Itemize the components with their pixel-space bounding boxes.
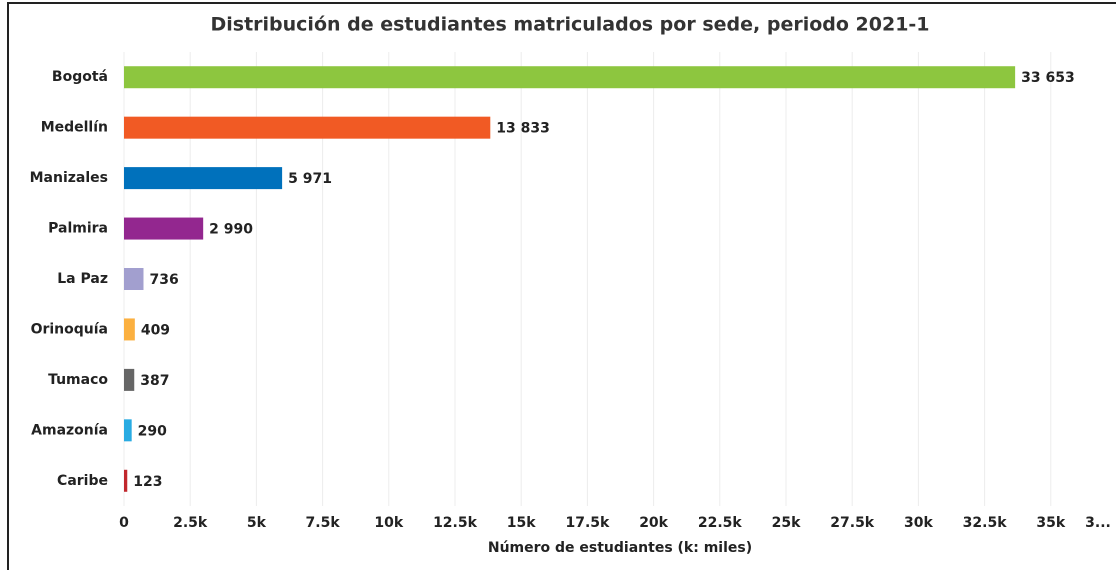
bar [124,419,132,442]
x-tick-label: 32.5k [963,515,1008,531]
data-label: 387 [140,373,169,389]
y-tick-label: Tumaco [48,372,108,388]
x-tick-label: 22.5k [698,515,743,531]
x-tick-label: 3... [1085,515,1111,531]
y-tick-label: Orinoquía [31,321,108,337]
x-tick-label: 5k [247,515,267,531]
bar [124,469,128,492]
y-tick-label: Palmira [48,221,108,237]
data-label: 736 [149,272,178,288]
bar [124,217,204,240]
x-tick-label: 15k [507,515,536,531]
bar [124,318,135,341]
y-tick-label: Manizales [30,170,108,186]
y-tick-label: Bogotá [52,69,108,85]
x-tick-label: 20k [639,515,668,531]
bar [124,268,144,290]
bar [124,116,491,139]
y-tick-label: Caribe [57,473,108,489]
x-tick-label: 25k [772,515,801,531]
x-tick-label: 12.5k [433,515,478,531]
data-label: 2 990 [209,222,253,238]
x-tick-label: 27.5k [830,515,875,531]
data-label: 33 653 [1021,70,1075,86]
x-tick-label: 2.5k [173,515,208,531]
data-label: 409 [141,322,170,338]
data-label: 290 [138,423,167,439]
data-label: 13 833 [496,121,550,137]
x-tick-label: 0 [119,515,129,531]
data-label: 5 971 [288,171,332,187]
x-axis-title: Número de estudiantes (k: miles) [488,540,752,556]
y-tick-label: Medellín [41,120,108,136]
x-tick-label: 30k [904,515,933,531]
x-tick-label: 35k [1036,515,1065,531]
frame [7,2,1116,570]
x-tick-label: 7.5k [306,515,341,531]
bar [124,167,283,190]
x-tick-label: 17.5k [565,515,610,531]
y-tick-label: Amazonía [31,422,108,438]
data-label: 123 [133,474,162,490]
bar [124,66,1016,89]
y-tick-label: La Paz [57,271,108,287]
x-tick-label: 10k [374,515,403,531]
bar [124,368,135,391]
chart-title: Distribución de estudiantes matriculados… [210,14,929,36]
